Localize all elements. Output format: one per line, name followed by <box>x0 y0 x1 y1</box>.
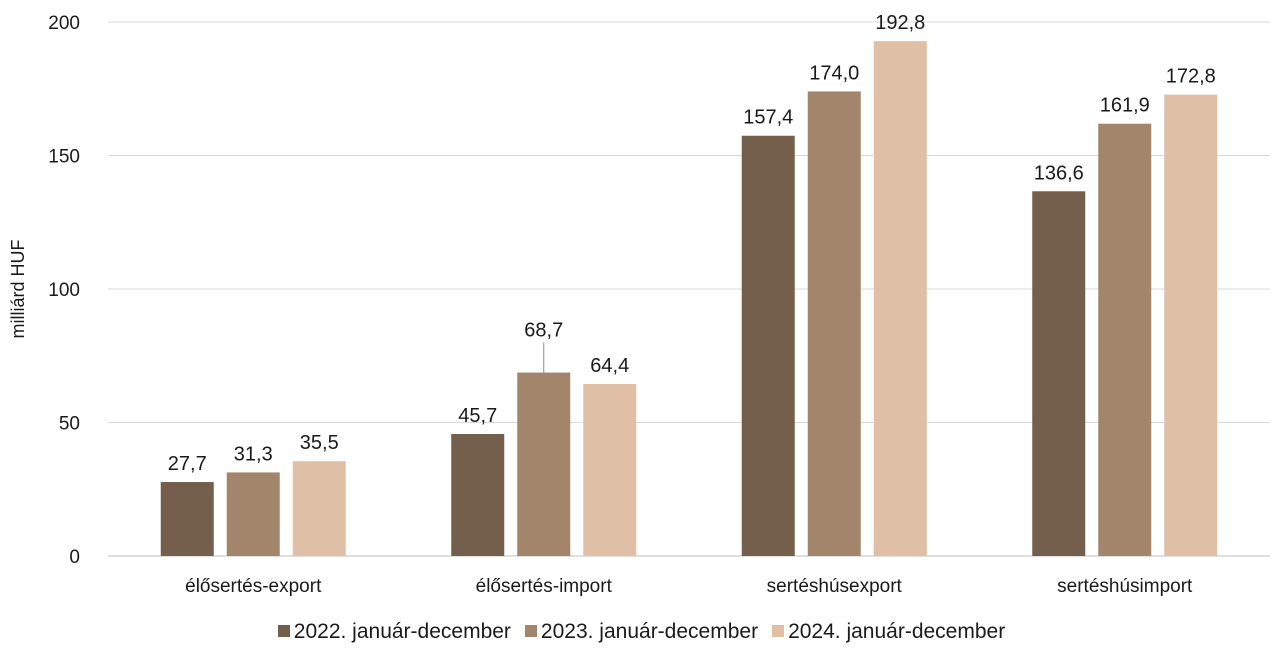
legend-swatch <box>524 625 537 637</box>
axes: 0 50 100 150 200 élősertés-export élősertés-im… <box>48 13 1193 597</box>
bar <box>1164 94 1218 557</box>
legend-item: 2024. január-december <box>772 620 1005 644</box>
bar-chart: 27,7 31,3 35,5 45,7 68,7 64,4 157,4 174,0 192,8 1… <box>8 12 1270 597</box>
y-tick-label: 50 <box>59 414 80 435</box>
data-labels: 27,7 31,3 35,5 45,7 68,7 64,4 157,4 174,0 192,8 1… <box>168 12 1216 475</box>
data-label: 27,7 <box>168 453 207 475</box>
bar <box>873 41 927 556</box>
legend-label: 2023. január-december <box>540 620 759 643</box>
data-label: 31,3 <box>234 443 273 465</box>
data-label: 136,6 <box>1034 162 1084 184</box>
legend-label: 2024. január-december <box>788 620 1006 643</box>
data-label: 68,7 <box>524 320 563 342</box>
legend-swatch <box>277 625 290 637</box>
bar <box>583 384 637 556</box>
bar <box>517 372 571 556</box>
legend-swatch <box>772 625 785 637</box>
legend-label: 2022. január-december <box>293 620 511 643</box>
bars <box>160 41 1218 557</box>
data-label: 161,9 <box>1100 95 1150 117</box>
y-axis-title: milliárd HUF <box>8 239 28 338</box>
data-label: 157,4 <box>743 107 793 129</box>
y-tick-label: 100 <box>48 280 80 301</box>
y-tick-label: 0 <box>69 547 80 568</box>
y-tick-label: 200 <box>48 13 80 34</box>
x-tick-label: sertéshúsimport <box>1057 576 1193 597</box>
gridlines <box>108 21 1270 557</box>
legend-item: 2023. január-december <box>524 620 759 644</box>
bar <box>226 472 280 556</box>
data-label: 64,4 <box>590 355 629 377</box>
bar <box>292 461 346 556</box>
bar <box>741 135 795 556</box>
bar <box>1098 123 1152 557</box>
bar <box>807 91 861 557</box>
x-tick-label: élősertés-export <box>185 576 322 597</box>
data-label: 172,8 <box>1166 66 1216 88</box>
legend-item: 2022. január-december <box>277 620 511 644</box>
y-tick-label: 150 <box>48 147 80 168</box>
bar <box>160 482 214 556</box>
data-label: 192,8 <box>875 12 925 34</box>
data-label: 35,5 <box>300 432 339 454</box>
bar <box>1032 191 1086 556</box>
data-label: 174,0 <box>809 62 859 84</box>
x-tick-label: élősertés-import <box>476 576 613 597</box>
bar <box>451 433 505 556</box>
legend: 2022. január-december 2023. január-decemb… <box>0 620 1283 644</box>
data-label: 45,7 <box>458 405 497 427</box>
x-tick-label: sertéshúsexport <box>767 576 903 597</box>
